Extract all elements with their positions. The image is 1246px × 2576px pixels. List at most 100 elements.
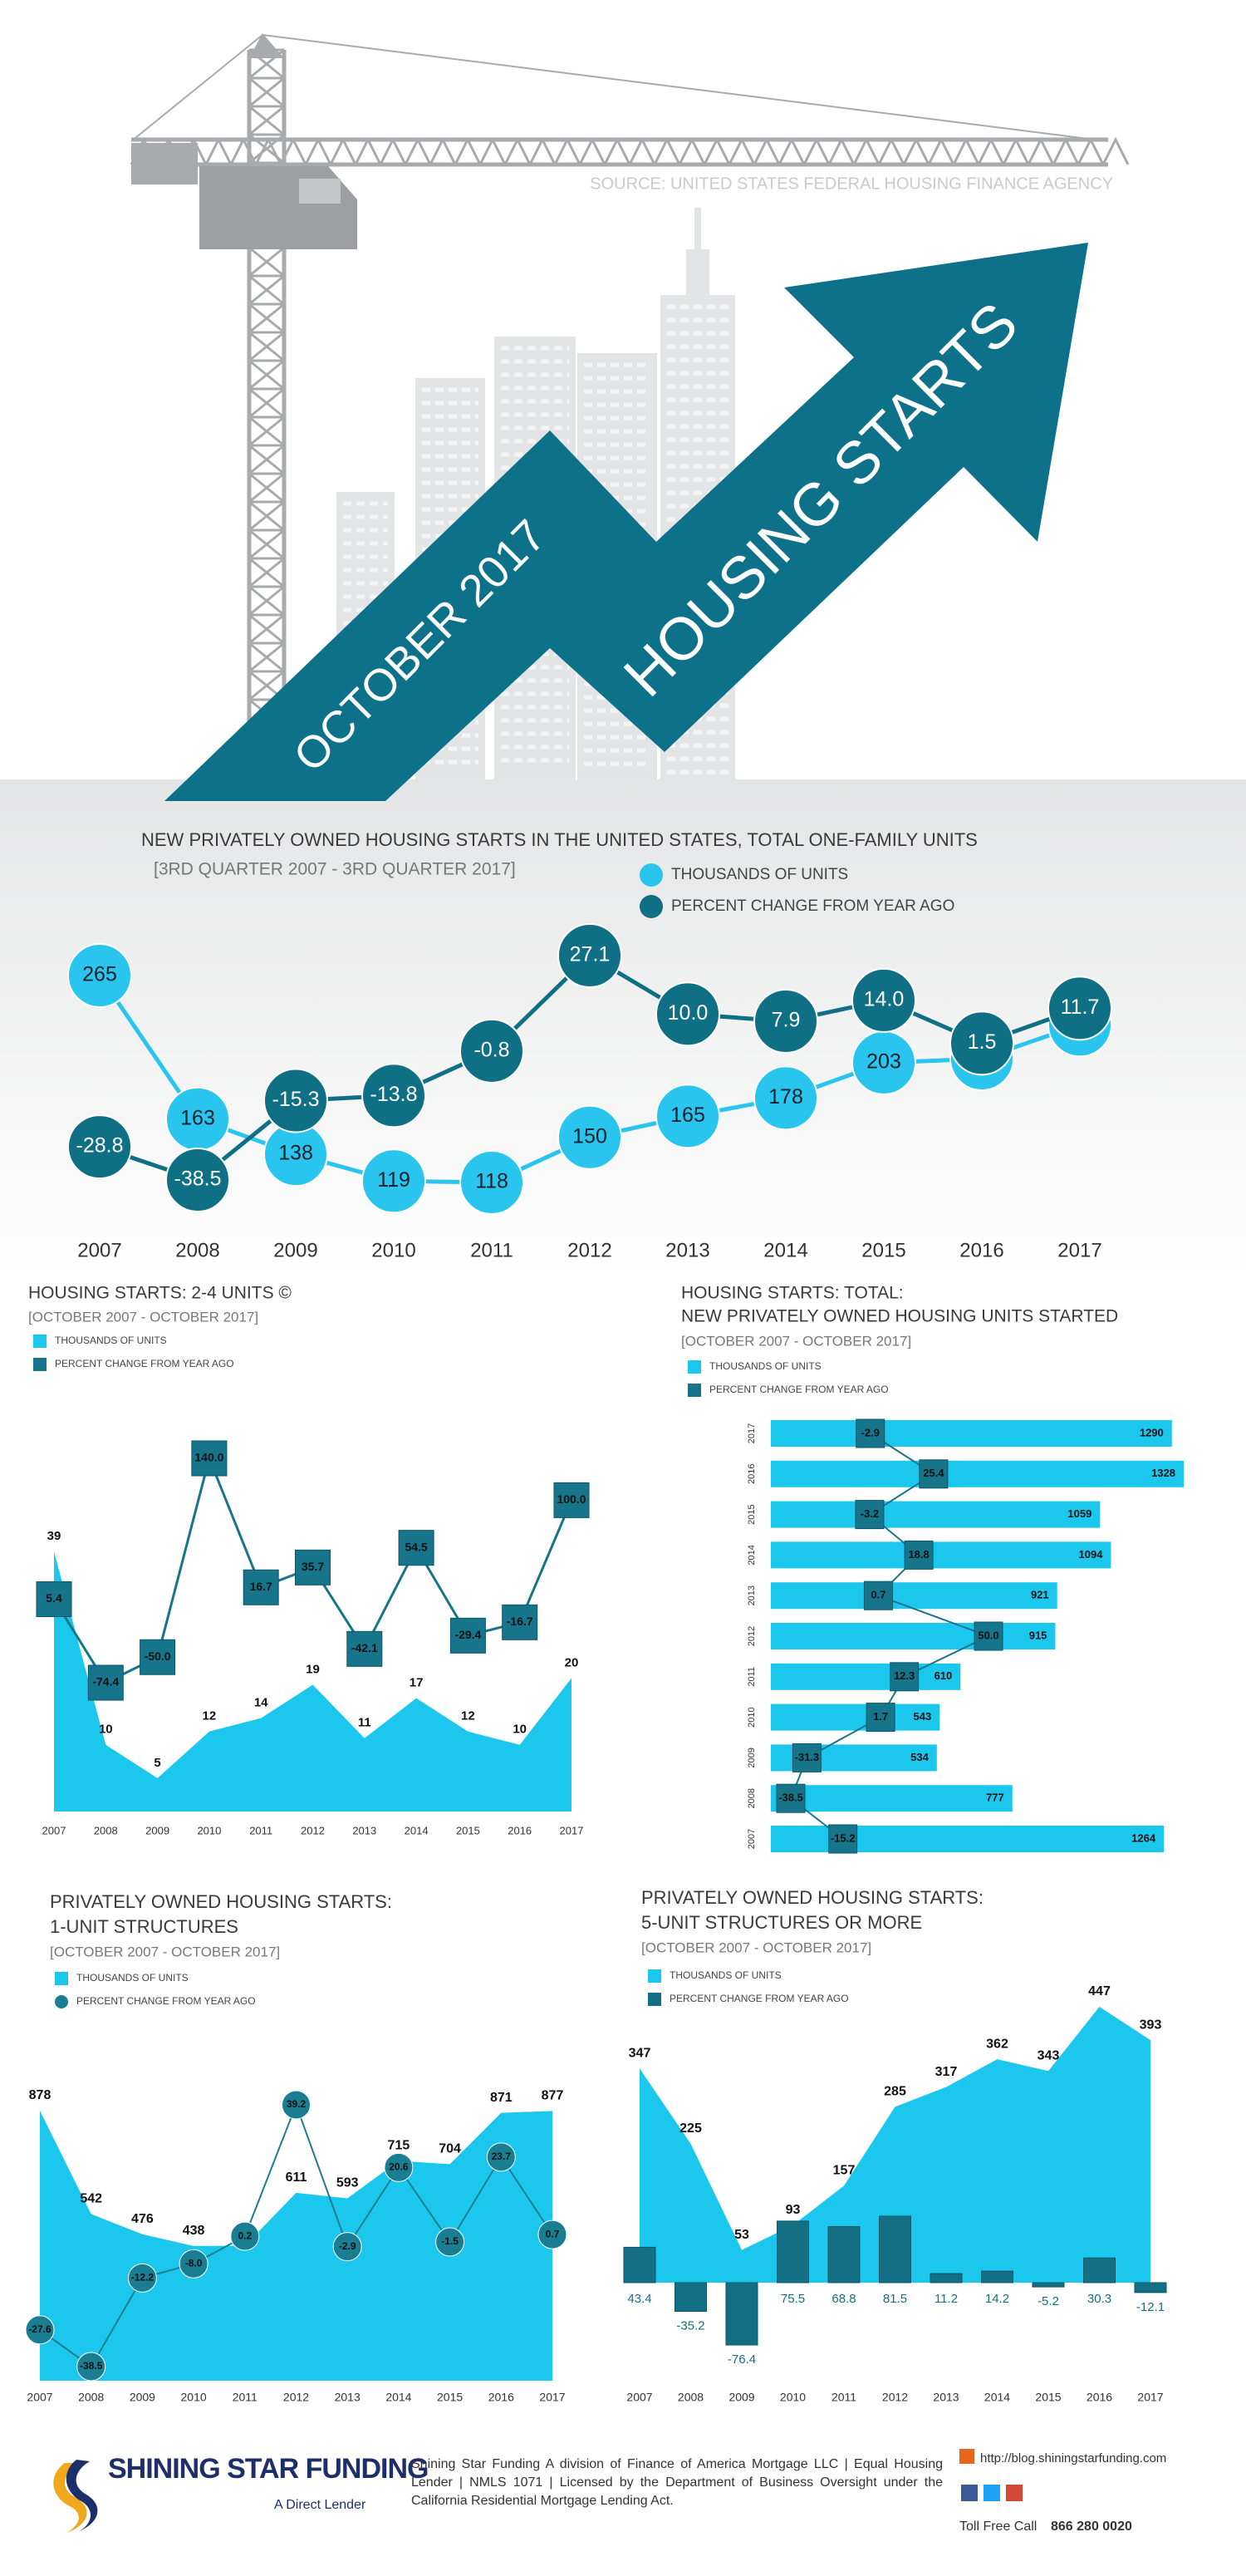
legend-label: PERCENT CHANGE FROM YEAR AGO xyxy=(670,1993,849,2004)
crane-lattice xyxy=(248,528,285,560)
x-tick-label: 2012 xyxy=(301,1824,325,1836)
bar xyxy=(771,1541,1111,1569)
crane-jib-lattice xyxy=(603,136,631,165)
crane-jib-lattice xyxy=(952,136,980,165)
data-label: 542 xyxy=(80,2192,102,2206)
crane-jib-lattice xyxy=(1052,136,1080,165)
point-marker xyxy=(67,1114,132,1180)
point-marker xyxy=(553,1482,590,1518)
area xyxy=(54,1551,571,1812)
point-marker xyxy=(76,2352,106,2382)
x-tick-label: 2014 xyxy=(385,2391,411,2404)
data-label: 438 xyxy=(183,2224,205,2238)
x-tick-label: 2013 xyxy=(352,1824,376,1836)
data-label: 0.7 xyxy=(546,2228,560,2239)
point-marker xyxy=(384,2152,414,2182)
y-tick-label: 2014 xyxy=(747,1545,757,1565)
x-tick-label: 2013 xyxy=(933,2391,959,2404)
x-tick-label: 2007 xyxy=(27,2391,52,2404)
legend-marker xyxy=(33,1358,47,1371)
crane-jib-lattice xyxy=(304,136,332,165)
data-label: 43.4 xyxy=(627,2292,651,2306)
crane-jib-lattice xyxy=(379,136,407,165)
bar xyxy=(771,1582,1057,1610)
data-label: 534 xyxy=(910,1751,929,1763)
x-tick-label: 2015 xyxy=(1035,2391,1061,2404)
blog-url[interactable]: http://blog.shiningstarfunding.com xyxy=(980,2451,1167,2465)
data-label: 165 xyxy=(670,1104,705,1127)
data-label: 12 xyxy=(203,1709,217,1723)
crane-counterweight xyxy=(131,143,198,184)
crane-jib-lattice xyxy=(254,136,282,165)
data-label: 16.7 xyxy=(250,1580,272,1593)
x-tick-label: 2016 xyxy=(508,1824,532,1836)
data-label: 27.1 xyxy=(570,943,611,966)
logo-swoosh xyxy=(66,2460,98,2531)
point-marker xyxy=(919,1459,949,1489)
legend-label: THOUSANDS OF UNITS xyxy=(709,1360,822,1372)
y-tick-label: 2009 xyxy=(747,1748,757,1767)
tagline: A Direct Lender xyxy=(274,2498,366,2512)
data-label: 343 xyxy=(1038,2048,1060,2062)
data-label: 715 xyxy=(388,2139,410,2153)
data-label: 7.9 xyxy=(772,1009,801,1032)
x-tick-label: 2009 xyxy=(145,1824,169,1836)
twitter-icon[interactable] xyxy=(984,2485,1000,2501)
x-tick-label: 2009 xyxy=(728,2391,754,2404)
data-label: -8.0 xyxy=(185,2258,203,2269)
crane-jib-lattice xyxy=(827,136,856,165)
crane-apex xyxy=(249,33,284,58)
x-tick-label: 2007 xyxy=(42,1824,66,1836)
data-label: -13.8 xyxy=(370,1083,418,1106)
chart-subtitle: [3RD QUARTER 2007 - 3RD QUARTER 2017] xyxy=(154,860,516,879)
crane-jib-lattice xyxy=(628,136,656,165)
data-label: -29.4 xyxy=(454,1628,481,1641)
crane-jib-lattice xyxy=(429,136,457,165)
point-marker xyxy=(890,1662,920,1692)
crane-lattice xyxy=(248,613,285,645)
crane-jib-lattice xyxy=(802,136,831,165)
crane-jib-lattice xyxy=(703,136,731,165)
bar xyxy=(879,2215,911,2283)
data-label: 53 xyxy=(734,2228,749,2242)
data-label: 10.0 xyxy=(668,1001,709,1025)
point-marker xyxy=(949,1010,1014,1076)
crane-lattice xyxy=(248,557,285,588)
data-label: 1.5 xyxy=(968,1030,997,1054)
googleplus-icon[interactable] xyxy=(1006,2485,1023,2501)
data-label: 265 xyxy=(82,963,117,986)
crane-jib-lattice xyxy=(454,136,482,165)
point-marker xyxy=(36,1581,72,1618)
x-tick-label: 2013 xyxy=(335,2391,361,2404)
x-tick-label: 2017 xyxy=(560,1824,584,1836)
data-label: -38.5 xyxy=(174,1168,222,1191)
y-tick-label: 2013 xyxy=(747,1585,757,1605)
point-marker xyxy=(855,1500,885,1530)
legend-label: PERCENT CHANGE FROM YEAR AGO xyxy=(76,1995,256,2007)
point-marker xyxy=(459,1018,524,1084)
data-label: 14.0 xyxy=(864,988,905,1011)
spire xyxy=(686,249,709,297)
crane-jib-lattice xyxy=(753,136,781,165)
point-marker xyxy=(459,1150,524,1215)
y-tick-label: 2011 xyxy=(747,1667,757,1687)
data-label: -12.2 xyxy=(131,2272,155,2283)
crane-jib-lattice xyxy=(653,136,681,165)
crane-lattice xyxy=(248,105,285,136)
spire xyxy=(694,208,701,253)
y-tick-label: 2015 xyxy=(747,1504,757,1524)
x-tick-label: 2017 xyxy=(539,2391,565,2404)
data-label: 50.0 xyxy=(978,1629,998,1641)
data-label: 1094 xyxy=(1079,1548,1104,1561)
data-label: 138 xyxy=(278,1142,313,1165)
data-label: 17 xyxy=(410,1676,424,1690)
data-label: -76.4 xyxy=(728,2352,756,2367)
x-tick-label: 2008 xyxy=(78,2391,104,2404)
facebook-icon[interactable] xyxy=(961,2485,978,2501)
point-marker xyxy=(537,2220,567,2249)
point-marker xyxy=(753,989,818,1054)
x-tick-label: 2011 xyxy=(249,1824,272,1836)
point-marker xyxy=(776,1783,806,1813)
data-label: -16.7 xyxy=(507,1615,533,1628)
